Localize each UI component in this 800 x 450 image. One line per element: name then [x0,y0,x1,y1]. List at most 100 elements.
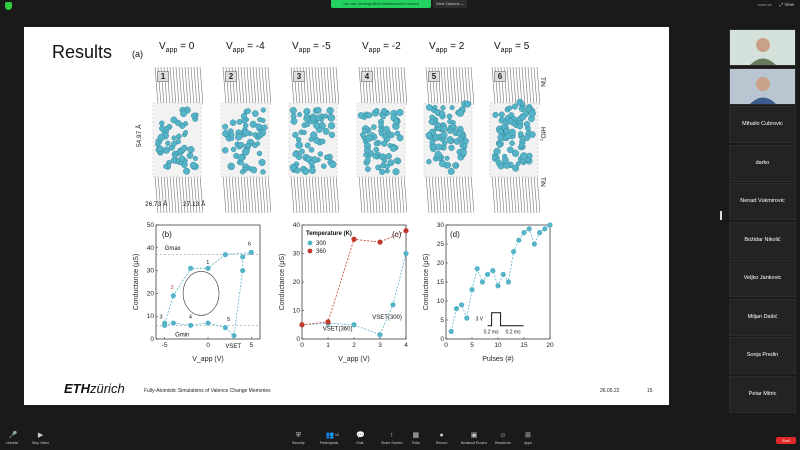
vset-label: VSET [225,344,241,350]
data-point [459,302,465,308]
data-point [205,265,211,271]
atomistic-snapshot-6: 6 [488,65,541,215]
y-tick-label: 20 [437,260,445,267]
x-tick-label: 0 [444,342,448,349]
record-label: Record [436,441,448,445]
data-point [474,266,480,272]
participant-video-tile[interactable] [729,67,796,105]
participant-tile[interactable]: darko [729,144,796,182]
legend-label: 300 [316,241,327,247]
x-tick-label: 10 [494,342,502,349]
gmin-label: Gmin [175,333,189,339]
chat-button[interactable]: 💬 Chat [356,432,365,445]
footer-page: 15 [647,388,653,394]
data-point [188,322,194,328]
participant-tile[interactable]: Petar Mitric [729,375,796,413]
record-button[interactable]: ● Record [436,432,447,445]
view-options-button[interactable]: View Options ⌄ [433,0,467,8]
apps-icon: ⊞ [525,432,531,439]
series-line-0 [450,224,551,332]
view-button[interactable]: ⤢ View [779,2,794,7]
webcam-feed [730,68,795,104]
data-point [464,315,470,321]
dim-vertical-label: 54.97 Å [136,124,143,147]
data-point [222,325,228,331]
unmute-label: Unmute [6,441,19,445]
inset-width2: 0.2 ms [506,330,522,336]
splitter-handle[interactable] [720,211,722,220]
data-point [485,271,491,277]
vapp-label-6: Vapp = 5 [494,41,530,54]
y-tick-label: 0 [296,336,300,343]
dim-h2-label: 27.13 Å [183,201,206,208]
shared-slide: Results (a) 1 2 3 4 5 6 54.97 Å 26.73 Å 27.13… [24,27,669,405]
participant-name: darko [755,159,770,166]
y-axis-label: Conductance (μS) [423,254,430,311]
point-number: 1 [206,260,209,266]
atomistic-snapshot-4: 4 [355,65,408,215]
reactions-button[interactable]: ☺ Reactions [495,432,511,445]
data-point [240,268,246,274]
participant-tile[interactable]: Miljan Dašić [729,298,796,336]
security-button[interactable]: ⛨ Security [292,432,305,445]
tin-top-label: TiN [539,77,546,87]
polls-button[interactable]: ▦ Polls [412,432,420,445]
participants-icon: 👥 [325,432,335,439]
end-button[interactable]: End [776,437,796,444]
breakout-rooms-button[interactable]: ▣ Breakout Rooms [461,432,487,445]
dim-h1-label: 26.73 Å [145,201,168,208]
x-tick-label: 0 [300,342,304,349]
participant-name: Nenad Vukmirovic [740,198,785,204]
legend-label: 360 [316,249,327,255]
data-point [542,226,548,232]
unmute-icon: 🎤 [8,432,18,439]
vset-360-label: VSET(360) [323,326,353,332]
share-screen-button[interactable]: ↑ Share Screen [381,432,402,445]
y-tick-label: 5 [440,317,444,324]
participants-button[interactable]: 👥 Participants [320,432,338,445]
stop-video-button[interactable]: ▶ Stop Video [32,432,49,445]
participant-name: Sonja Predin [746,352,779,358]
gallery-view-icon[interactable]: ▭▭ ▭ [757,2,772,7]
footer-date: 26.05.22 [600,388,620,394]
y-tick-label: 0 [440,336,444,343]
eth-logo: ETHzürich [64,381,125,396]
x-tick-label: 15 [520,342,528,349]
x-tick-label: 20 [546,342,554,349]
data-point [170,320,176,326]
participant-tile[interactable]: Mihailo Cubrovic [729,106,796,143]
participant-video-tile[interactable] [729,29,796,66]
participant-tile[interactable]: Sonja Predin [729,337,796,374]
pulse-inset [487,312,524,327]
panel-label: (b) [162,230,172,239]
point-number: 5 [227,317,230,323]
chat-label: Chat [356,441,364,445]
security-shield-icon[interactable] [5,2,12,10]
x-tick-label: 0 [206,342,210,349]
top-bar: You are viewing Mirko Mladenovic's scree… [0,0,800,12]
apps-button[interactable]: ⊞ Apps [524,432,532,445]
data-point [469,287,475,293]
data-point [170,293,176,299]
unmute-button[interactable]: 🎤 Unmute [6,432,18,445]
data-point [521,230,527,236]
data-point [403,250,409,257]
participant-tile[interactable]: Nenad Vukmirovic [729,183,796,220]
participants-count: 10 [335,433,339,437]
point-number: 2 [171,285,174,291]
y-tick-label: 25 [437,241,445,248]
security-label: Security [292,441,305,445]
series-line-0 [164,252,252,337]
y-tick-label: 30 [293,251,301,258]
y-tick-label: 20 [293,279,301,286]
data-point [240,254,246,260]
data-point [403,228,409,234]
atomistic-snapshot-3: 3 [287,65,340,215]
chat-icon: 💬 [356,432,365,439]
participant-tile[interactable]: Božidar Nikolić [729,221,796,259]
participant-tile[interactable]: Veljko Jankovic [729,260,796,297]
data-point [547,222,553,228]
x-axis-label: V_app (V) [338,356,370,363]
tin-bottom-label: TiN [539,177,546,187]
share-banner: You are viewing Mirko Mladenovic's scree… [331,0,431,8]
